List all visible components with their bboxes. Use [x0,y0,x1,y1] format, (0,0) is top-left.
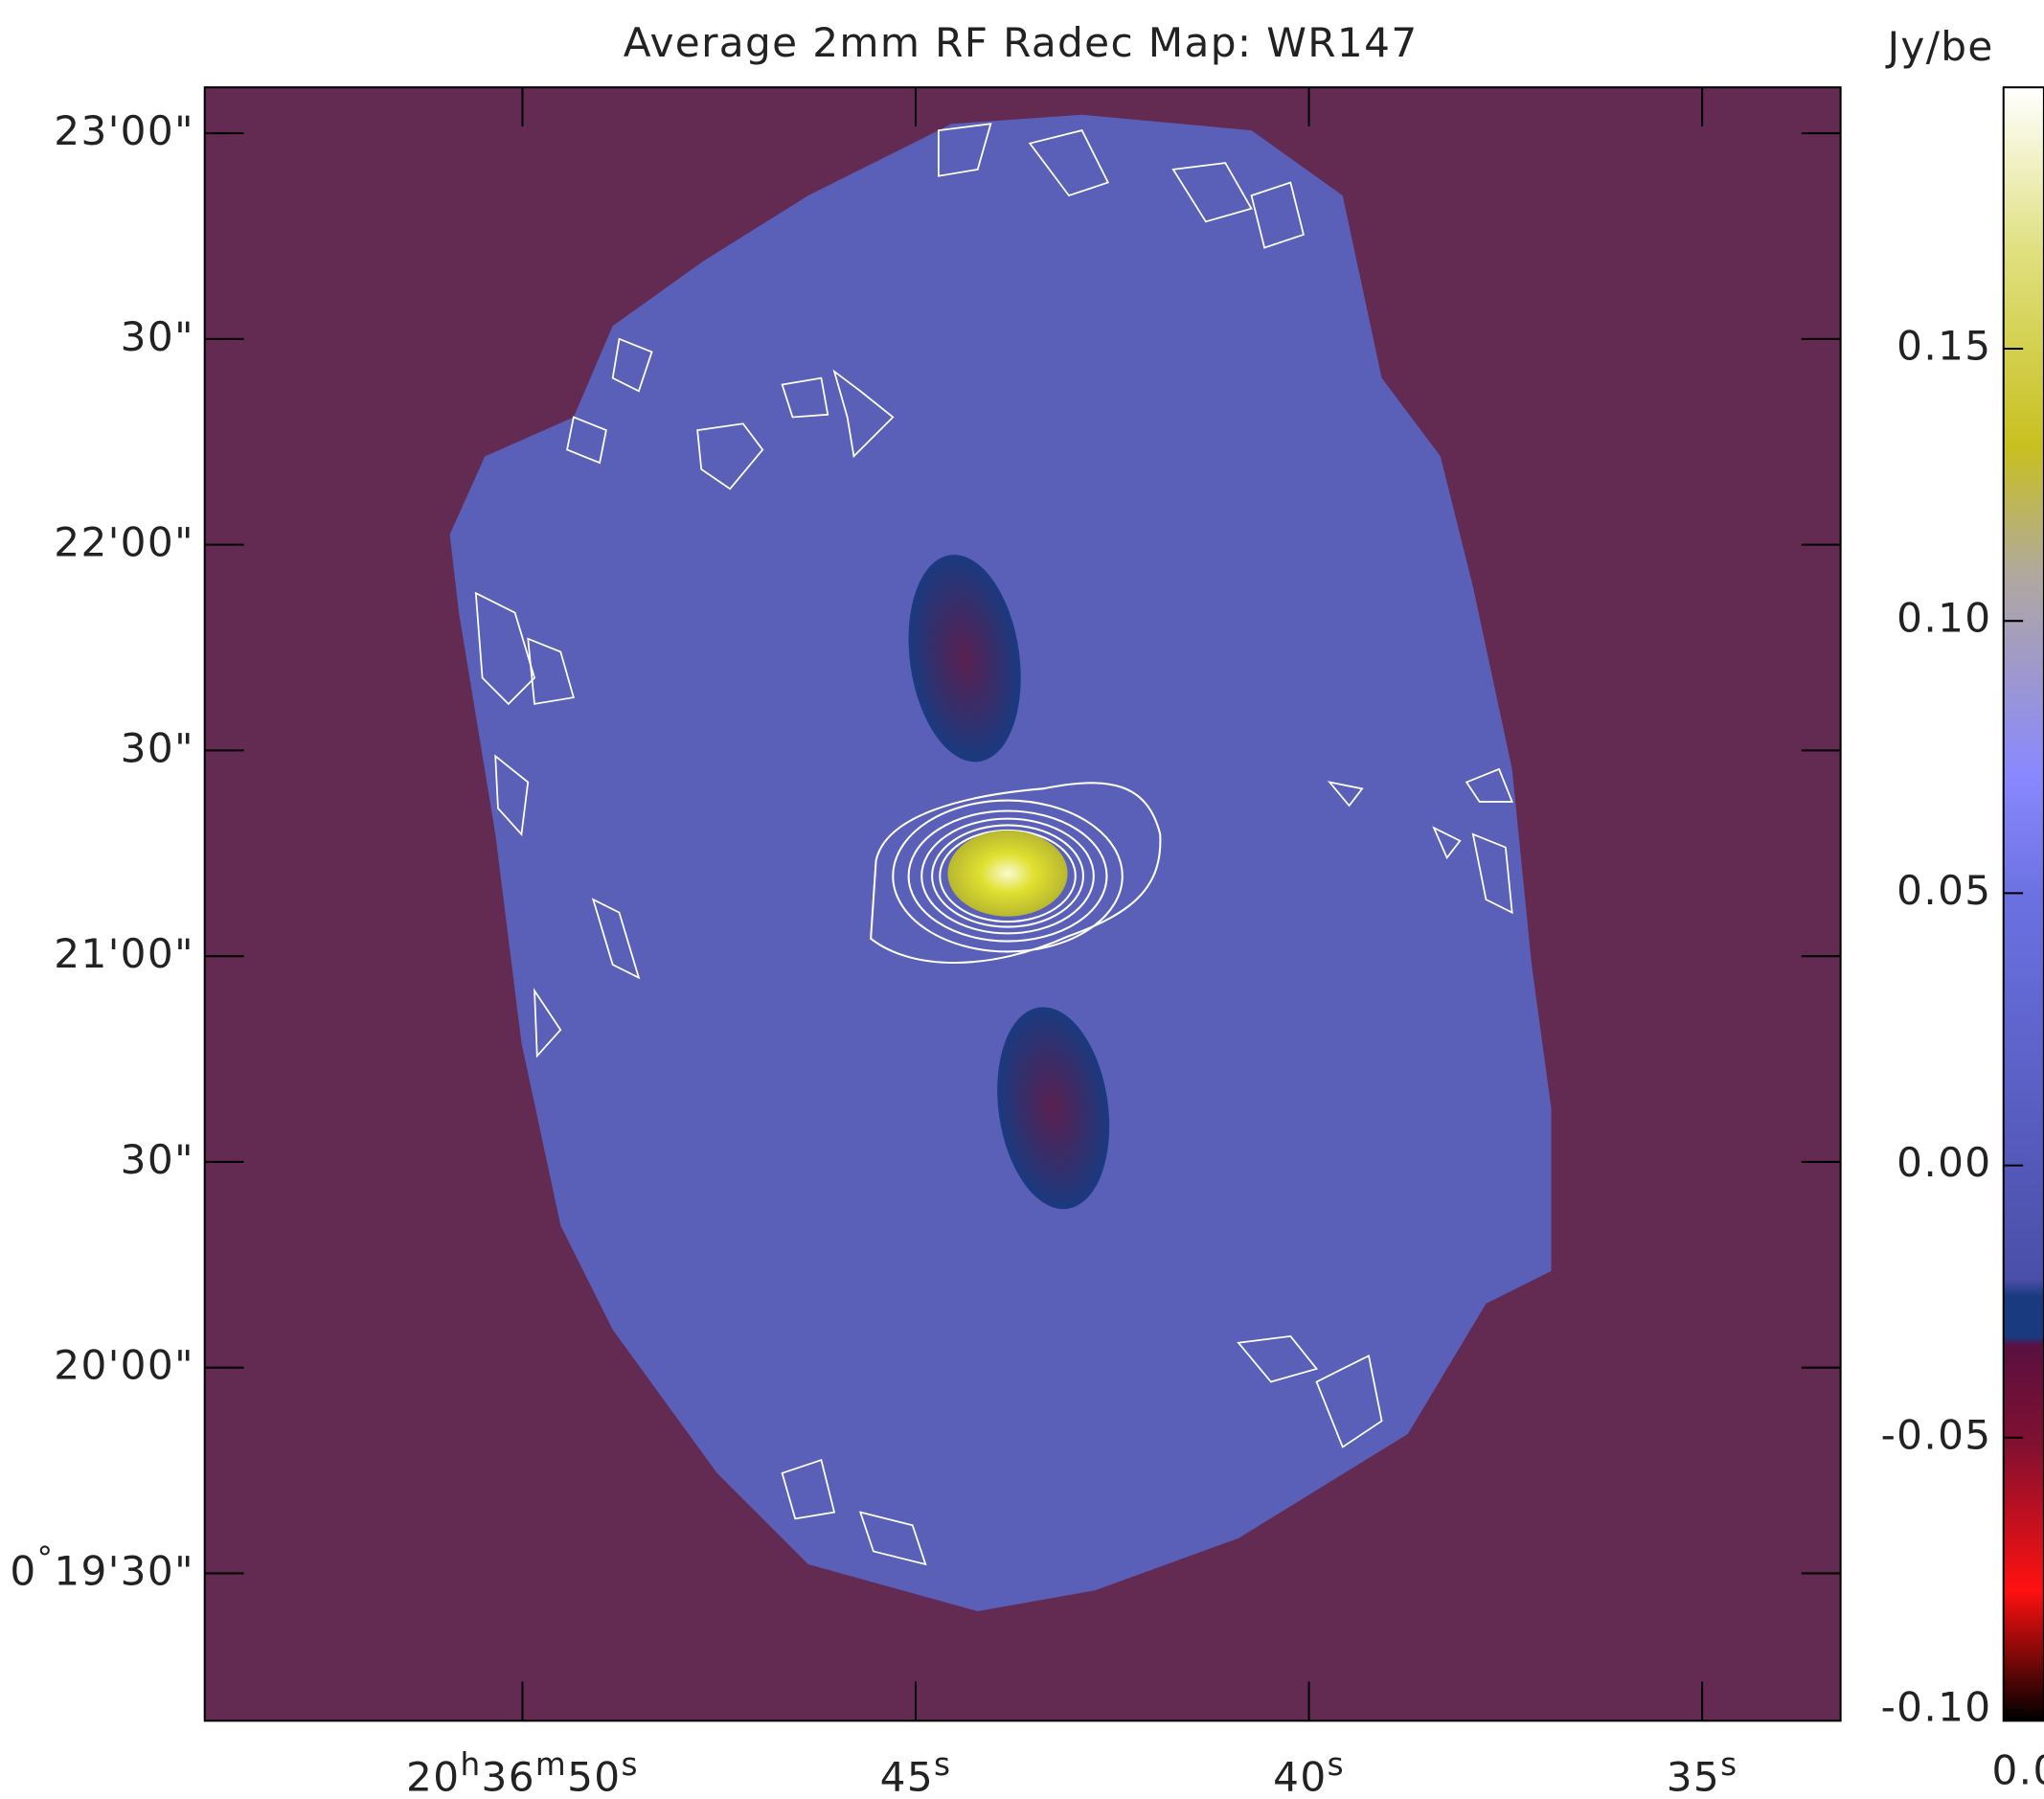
y-tick-label: 30" [121,724,194,771]
x-tick-label: 35s [1667,1746,1738,1799]
x-tick-label: 45s [880,1746,952,1799]
y-tick-label: 23'00" [54,107,194,154]
y-tick-label: 30" [121,1135,194,1182]
colorbar [2002,86,2044,1722]
colorbar-tick-label: -0.05 [1881,1411,1992,1458]
y-tick-label: 20'00" [54,1341,194,1388]
colorbar-tick-label: 0.00 [1896,1139,1991,1186]
x-tick-label: 20h36m50s [406,1746,639,1799]
colorbar-tick-label: 0.15 [1896,323,1991,370]
y-tick-label: 21'00" [54,930,194,977]
colorbar-tick-label: -0.10 [1881,1683,1992,1730]
colorbar-tick-label: 0.05 [1896,867,1991,914]
colorbar-bottom-label: 0.0 [1991,1746,2044,1793]
negative-lobe [997,1007,1110,1210]
chart-title: Average 2mm RF Radec Map: WR147 [624,19,1419,66]
y-tick-label: 0°19'30" [10,1540,193,1594]
contours [892,799,1124,953]
source-core [947,830,1068,917]
x-tick-label: 40s [1273,1746,1345,1799]
plot-frame [203,86,1842,1722]
colorbar-label: Jy/be [1885,23,1994,70]
y-tick-label: 30" [121,312,194,359]
negative-lobe [908,555,1021,763]
noise-contours [474,123,1513,1566]
y-tick-label: 22'00" [54,518,194,565]
contour [870,782,1162,965]
colorbar-tick-label: 0.10 [1896,595,1991,642]
